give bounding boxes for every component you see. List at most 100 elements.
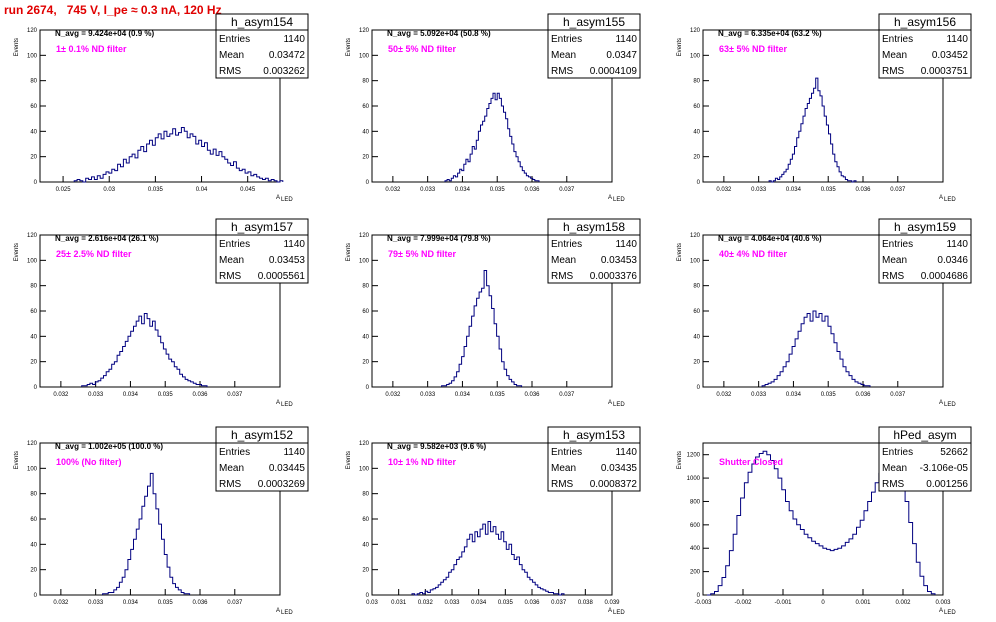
stat-rms-label: RMS — [219, 271, 242, 282]
x-tick-label: 0.033 — [444, 600, 460, 606]
x-tick-label: 0.036 — [192, 392, 208, 398]
stat-entries-label: Entries — [882, 447, 913, 458]
y-tick-label: 200 — [690, 570, 701, 576]
stats-box-frame — [547, 13, 641, 79]
stat-rms-label: RMS — [219, 479, 242, 490]
y-tick-label: 1000 — [687, 476, 701, 482]
filter-label: 10± 1% ND filter — [388, 457, 456, 467]
y-tick-label: 400 — [690, 546, 701, 552]
n-avg-label: N_avg = 2.616e+04 (26.1 %) — [55, 234, 159, 243]
x-tick-label: 0.033 — [420, 392, 436, 398]
histogram-series — [102, 472, 191, 595]
x-tick-label: 0.032 — [53, 392, 69, 398]
stat-entries-label: Entries — [219, 34, 250, 45]
stat-rms-value: 0.0003751 — [921, 66, 969, 77]
y-tick-label: 20 — [30, 568, 37, 574]
stat-rms-label: RMS — [219, 66, 242, 77]
histogram-series — [768, 77, 857, 183]
x-axis-label: A — [276, 400, 280, 406]
x-tick-label: 0.001 — [855, 600, 871, 606]
stat-entries-value: 1140 — [946, 239, 968, 250]
x-axis-label-sub: LED — [281, 610, 293, 616]
x-axis-label: A — [608, 400, 612, 406]
y-tick-label: 20 — [362, 568, 369, 574]
stat-entries-value: 1140 — [615, 447, 637, 458]
stat-entries-label: Entries — [219, 447, 250, 458]
stat-entries-label: Entries — [551, 447, 582, 458]
stats-box-frame — [215, 13, 309, 79]
stat-entries-value: 1140 — [615, 239, 637, 250]
stats-box-frame — [215, 426, 309, 492]
y-tick-label: 100 — [27, 53, 38, 59]
x-tick-label: 0.032 — [418, 600, 434, 606]
x-tick-label: -0.003 — [694, 600, 712, 606]
stat-mean-value: 0.03435 — [601, 463, 638, 474]
x-tick-label: 0.035 — [498, 600, 514, 606]
stat-rms-label: RMS — [882, 66, 905, 77]
y-tick-label: 600 — [690, 523, 701, 529]
x-tick-label: 0.032 — [385, 187, 401, 193]
x-tick-label: 0.032 — [53, 600, 69, 606]
x-tick-label: 0.036 — [524, 187, 540, 193]
y-tick-label: 0 — [697, 180, 701, 186]
stat-rms-value: 0.0005561 — [258, 271, 306, 282]
histogram-name: h_asym159 — [894, 220, 956, 234]
y-tick-label: 100 — [359, 466, 370, 472]
stat-entries-label: Entries — [551, 239, 582, 250]
y-tick-label: 60 — [362, 104, 369, 110]
y-tick-label: 20 — [693, 360, 700, 366]
x-tick-label: -0.002 — [734, 600, 752, 606]
histogram-name: h_asym156 — [894, 15, 956, 29]
filter-label: Shutter Closed — [719, 457, 783, 467]
stat-mean-value: 0.03453 — [601, 255, 638, 266]
histogram-name: h_asym158 — [563, 220, 625, 234]
histogram-name: h_asym155 — [563, 15, 625, 29]
x-tick-label: 0.034 — [455, 187, 471, 193]
panel-h_asym157: Events A LED 0 20 40 60 80 100 120 0.032 0.033 0.034… — [14, 218, 309, 408]
y-axis-label: Events — [346, 38, 352, 56]
x-axis-label-sub: LED — [281, 402, 293, 408]
stats-box: h_asym159 Entries 1140 Mean 0.0346 RMS 0.00046… — [878, 218, 972, 284]
y-tick-label: 80 — [693, 79, 700, 85]
stats-box: h_asym152 Entries 1140 Mean 0.03445 RMS 0.0003… — [215, 426, 309, 492]
x-tick-label: 0.033 — [751, 392, 767, 398]
x-tick-label: 0.032 — [716, 392, 732, 398]
filter-label: 40± 4% ND filter — [719, 249, 787, 259]
x-tick-label: 0.035 — [158, 392, 174, 398]
y-tick-label: 80 — [362, 492, 369, 498]
y-axis-label: Events — [677, 38, 683, 56]
stats-box: h_asym156 Entries 1140 Mean 0.03452 RMS 0.0003… — [878, 13, 972, 79]
y-tick-label: 0 — [34, 385, 38, 391]
y-tick-label: 100 — [690, 258, 701, 264]
n-avg-label: N_avg = 7.999e+04 (79.8 %) — [387, 234, 491, 243]
n-avg-label: N_avg = 1.002e+05 (100.0 %) — [55, 442, 163, 451]
histogram-series — [761, 310, 871, 387]
x-tick-label: 0.031 — [391, 600, 407, 606]
x-axis-label: A — [939, 400, 943, 406]
stat-entries-value: 1140 — [946, 34, 968, 45]
x-tick-label: 0.035 — [490, 392, 506, 398]
stat-entries-value: 1140 — [283, 34, 305, 45]
y-tick-label: 120 — [690, 28, 701, 34]
stat-entries-value: 1140 — [283, 239, 305, 250]
x-tick-label: 0.037 — [890, 187, 906, 193]
x-axis-label: A — [608, 195, 612, 201]
x-tick-label: 0.037 — [551, 600, 567, 606]
y-tick-label: 60 — [693, 309, 700, 315]
stat-mean-value: 0.03445 — [269, 463, 306, 474]
y-tick-label: 120 — [690, 233, 701, 239]
panel-h_asym152: Events A LED 0 20 40 60 80 100 120 0.032 0.033 0.034… — [14, 426, 309, 616]
stats-box: h_asym157 Entries 1140 Mean 0.03453 RMS 0.0005… — [215, 218, 309, 284]
stat-rms-value: 0.0003269 — [258, 479, 306, 490]
y-tick-label: 0 — [34, 593, 38, 599]
filter-label: 100% (No filter) — [56, 457, 122, 467]
x-tick-label: 0 — [821, 600, 825, 606]
y-tick-label: 40 — [693, 129, 700, 135]
stat-entries-label: Entries — [219, 239, 250, 250]
stats-box-frame — [547, 218, 641, 284]
y-axis-label: Events — [14, 38, 20, 56]
stat-rms-value: 0.0004686 — [921, 271, 969, 282]
x-axis-label-sub: LED — [613, 197, 625, 203]
x-tick-label: 0.003 — [935, 600, 951, 606]
stat-rms-label: RMS — [551, 66, 574, 77]
